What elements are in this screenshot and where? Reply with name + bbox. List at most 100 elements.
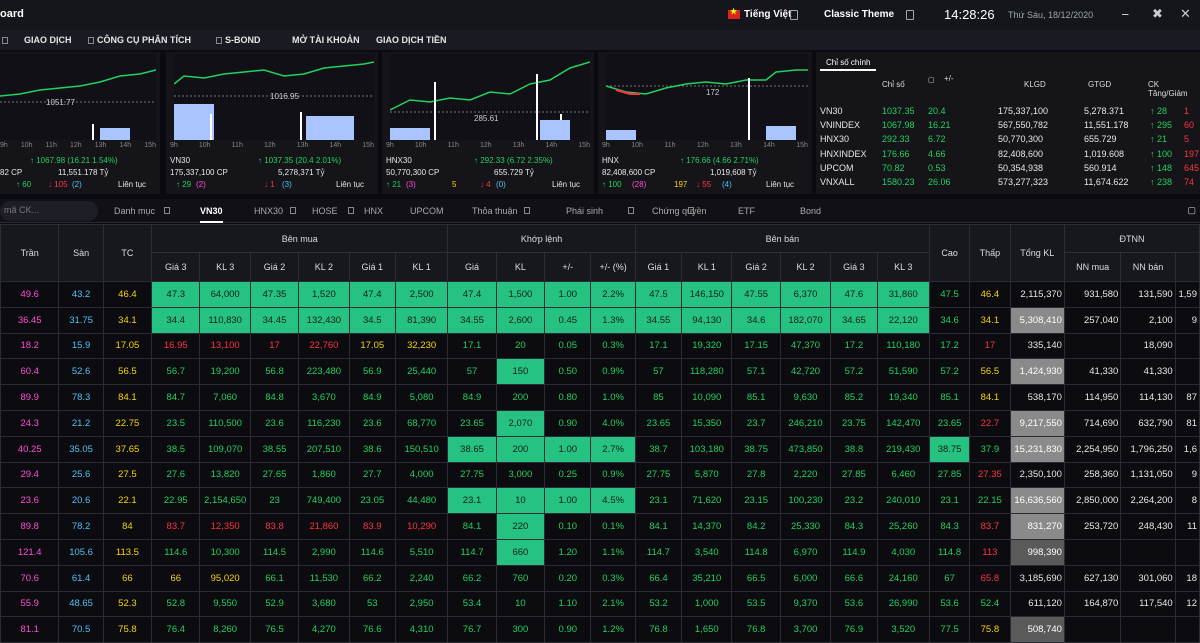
minimize-icon[interactable]: ⎯ [1122,6,1129,21]
table-cell: 85 [634,384,683,411]
table-cell: 627,130 [1063,564,1122,592]
table-cell: 84.2 [731,513,781,540]
table-cell: 23 [249,487,300,515]
tab-upcom[interactable]: UPCOM [410,206,444,216]
tab-danh-m-c[interactable]: Danh mục [114,206,156,216]
table-cell: 29.4 [0,461,60,489]
table-row[interactable]: 29.4 25.6 27.5 27.6 13,820 27.65 1,860 27.7 4,00… [0,461,1200,489]
table-row[interactable]: 70.6 61.4 66 66 95,020 66.1 11,530 66.2 2,240 66.… [0,564,1200,592]
index-cell: 26.06 [928,177,951,187]
table-row[interactable]: 49.6 43.2 46.4 47.3 64,000 47.35 1,520 47.4 2,50… [0,281,1200,308]
index-cell: ↑ 100 [1150,148,1173,159]
tab-hnx[interactable]: HNX [364,206,384,216]
table-cell: 118,280 [681,358,733,386]
col-sort-icon[interactable]: ▢ [928,77,935,84]
subheader-gi-2: Giá 2 [249,252,300,282]
index-cell: 50,770,300 [998,134,1044,145]
menu-item-money-transfer[interactable]: GIAO DỊCH TIỀN [376,35,447,45]
table-cell: 84.1 [969,384,1011,411]
tab-bond[interactable]: Bond [800,206,822,216]
index-cell: 11,674.622 [1084,177,1129,187]
table-cell: 23.65 [928,409,971,437]
index-name[interactable]: UPCOM [820,162,854,173]
table-row[interactable]: 89.8 78.2 84 83.7 12,350 83.8 21,860 83.9 10,290… [0,513,1200,540]
index-name[interactable]: VNXALL [820,177,855,187]
index-name[interactable]: HNXINDEX [820,148,867,159]
index-card-hnx[interactable]: 172 9h 10h 11h 12h 13h 14h 15h HNX ↑ 176.66 (4… [598,52,812,194]
decliners: ↓ 4 [480,180,491,189]
price-board: Trần Sàn TC Bên mua Khớp lệnh Bên bán Ca… [0,224,1200,643]
table-cell: 20 [495,332,546,360]
table-cell: 17 [969,332,1011,360]
language-selector[interactable]: Tiếng Việt [728,7,791,20]
table-cell: 17 [249,332,300,360]
table-cell: 23.6 [348,409,396,437]
theme-dropdown-icon[interactable] [906,10,914,20]
table-row[interactable]: 89.9 78.3 84.1 84.7 7,060 84.8 3,670 84.9 5,080 8… [0,384,1200,411]
table-row[interactable]: 55.9 48.65 52.3 52.8 9,550 52.9 3,680 53 2,950 53… [0,590,1200,618]
table-cell: 34.45 [249,306,300,334]
menu-item-analysis[interactable]: CÔNG CỤ PHÂN TÍCH [88,35,191,45]
index-name[interactable]: VNINDEX [820,120,861,131]
main-indices-panel: Chỉ số chính Chỉ số ▢ +/- KLGD GTGD CK T… [816,52,1200,194]
tab-etf[interactable]: ETF [738,206,755,216]
language-dropdown-icon[interactable] [790,10,798,20]
table-cell: 1.0% [590,384,636,411]
tab-hnx30[interactable]: HNX30 [254,206,284,216]
table-row[interactable]: 60.4 52.6 56.5 56.7 19,200 56.8 223,480 56.9 25,… [0,358,1200,386]
index-cell: 74 [1184,177,1195,187]
menu-item-sbond[interactable]: S-BOND [216,35,261,45]
menu-item-open-account[interactable]: MỞ TÀI KHOẢN [292,35,360,45]
session-status: Liên tục [118,180,147,189]
table-cell: 2,950 [394,590,449,618]
index-name[interactable]: VN30 [820,106,843,116]
index-card-vnindex[interactable]: 1051.77 9h 10h 11h 12h 13h 14h 15h ↑ 1067.98 (… [0,52,160,194]
table-row[interactable]: 18.2 15.9 17.05 16.95 13,100 17 22,760 17.05 32,… [0,332,1200,360]
index-cell: 70.82 [882,162,905,173]
table-row[interactable]: 23.6 20.6 22.1 22.95 2,154,650 23 749,400 23.05… [0,487,1200,515]
table-cell: 31,860 [876,281,930,308]
tab-main-indices[interactable]: Chỉ số chính [820,56,877,71]
settings-icon[interactable]: ▢ [1187,205,1196,215]
subheader-kl-1: KL 1 [394,252,449,282]
index-change: ↑ 1037.35 (20.4 2.01%) [258,156,342,165]
table-cell: 34.65 [830,306,878,334]
tab-ch-ng-quy-n[interactable]: Chứng quyền [652,206,707,216]
index-name[interactable]: HNX30 [820,134,850,145]
table-row[interactable]: 36.45 31.75 34.1 34.4 110,830 34.45 132,430 34.… [0,306,1200,334]
tab-th-a-thu-n[interactable]: Thỏa thuận [472,206,518,216]
table-row[interactable]: 24.3 21.2 22.75 23.5 110,500 23.6 116,230 23.6 6… [0,409,1200,437]
table-cell: 1.20 [544,538,592,566]
table-cell: 83.8 [249,513,300,540]
close-icon[interactable]: ✕ [1180,6,1191,21]
index-card-hnx30[interactable]: 285.61 9h 10h 11h 12h 13h 14h 15h HNX30 ↑ 292.… [382,52,594,194]
table-cell: 18 [1174,564,1200,592]
table-cell: 253,720 [1063,513,1122,540]
table-cell: 5,870 [681,461,733,489]
table-cell: 41,330 [1063,358,1122,386]
table-row[interactable]: 40.25 35.05 37.65 38.5 109,070 38.55 207,510 38… [0,435,1200,463]
menu-item-trading[interactable]: GIAO DỊCH [24,35,72,45]
table-cell: 0.9% [590,358,636,386]
theme-selector[interactable]: Classic Theme [824,9,895,20]
menu-checkbox-icon[interactable] [2,35,11,45]
table-cell: 2,254,950 [1063,435,1122,463]
notification-icon[interactable]: ✖ [1152,6,1163,21]
tab-ph-i-sinh[interactable]: Phái sinh [566,206,604,216]
table-row[interactable]: 121.4 105.6 113.5 114.6 10,300 114.5 2,990 114.… [0,538,1200,566]
intraday-chart-svg [605,69,808,140]
table-cell: 57.2 [928,358,971,386]
index-change: ↑ 176.66 (4.66 2.71%) [680,156,759,165]
table-cell: 14,370 [681,513,733,540]
table-cell: 2,220 [779,461,832,489]
table-cell: 57 [447,358,497,386]
table-cell: 2,500 [394,281,449,308]
table-cell: 2.1% [590,590,636,618]
table-cell: 51,590 [876,358,930,386]
symbol-search-input[interactable]: mã CK... [0,201,98,221]
ceiling-count: (2) [196,180,206,189]
tab-hose[interactable]: HOSE [312,206,338,216]
index-card-vn30[interactable]: 1016.95 9h 10h 11h 12h 13h 14h 15h VN30 ↑ 1037… [166,52,378,194]
tab-vn30[interactable]: VN30 [200,206,223,223]
table-cell: 23.1 [634,487,683,515]
